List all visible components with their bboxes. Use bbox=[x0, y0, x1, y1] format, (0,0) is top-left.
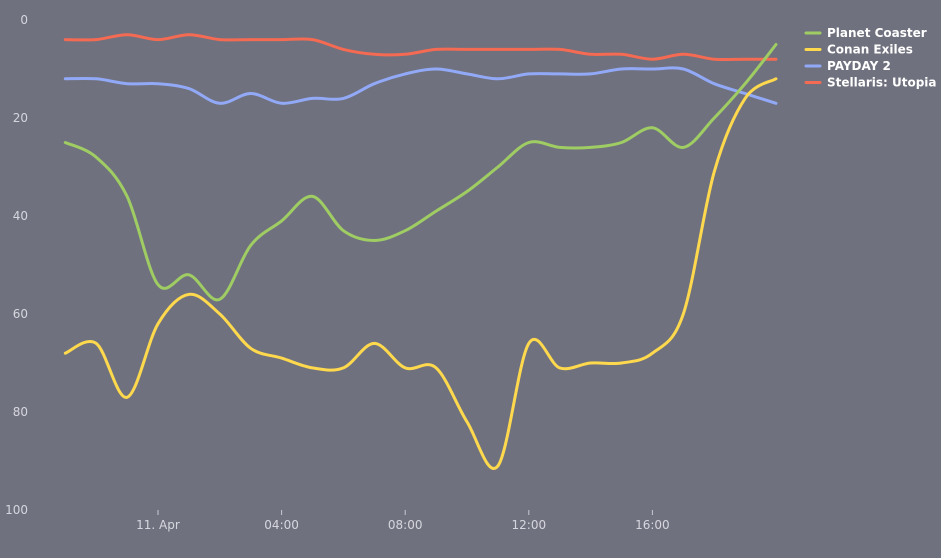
legend-label-planet-coaster[interactable]: Planet Coaster bbox=[827, 26, 927, 40]
y-tick-label: 40 bbox=[13, 209, 28, 223]
y-tick-label: 20 bbox=[13, 111, 28, 125]
y-tick-label: 60 bbox=[13, 307, 28, 321]
series-line-conan-exiles bbox=[63, 77, 778, 470]
x-tick-label: 08:00 bbox=[388, 518, 423, 532]
series-line-planet-coaster bbox=[63, 43, 778, 302]
y-tick-label: 0 bbox=[20, 13, 28, 27]
legend-label-conan-exiles[interactable]: Conan Exiles bbox=[827, 43, 913, 57]
legend: Planet Coaster Conan Exiles PAYDAY 2 Stella… bbox=[804, 26, 937, 90]
y-axis: 0 20 40 60 80 100 bbox=[5, 13, 28, 517]
x-axis: 11. Apr 04:00 08:00 12:00 16:00 bbox=[136, 510, 670, 532]
y-tick-label: 80 bbox=[13, 405, 28, 419]
legend-label-stellaris-utopia[interactable]: Stellaris: Utopia bbox=[827, 76, 937, 90]
x-tick-label: 16:00 bbox=[635, 518, 670, 532]
series-line-payday-2 bbox=[63, 66, 778, 105]
x-tick-label: 11. Apr bbox=[136, 518, 180, 532]
series-line-stellaris-utopia bbox=[63, 33, 778, 62]
y-tick-label: 100 bbox=[5, 503, 28, 517]
x-tick-label: 12:00 bbox=[512, 518, 547, 532]
legend-label-payday-2[interactable]: PAYDAY 2 bbox=[827, 59, 891, 73]
series-lines bbox=[63, 33, 778, 470]
x-tick-label: 04:00 bbox=[264, 518, 299, 532]
